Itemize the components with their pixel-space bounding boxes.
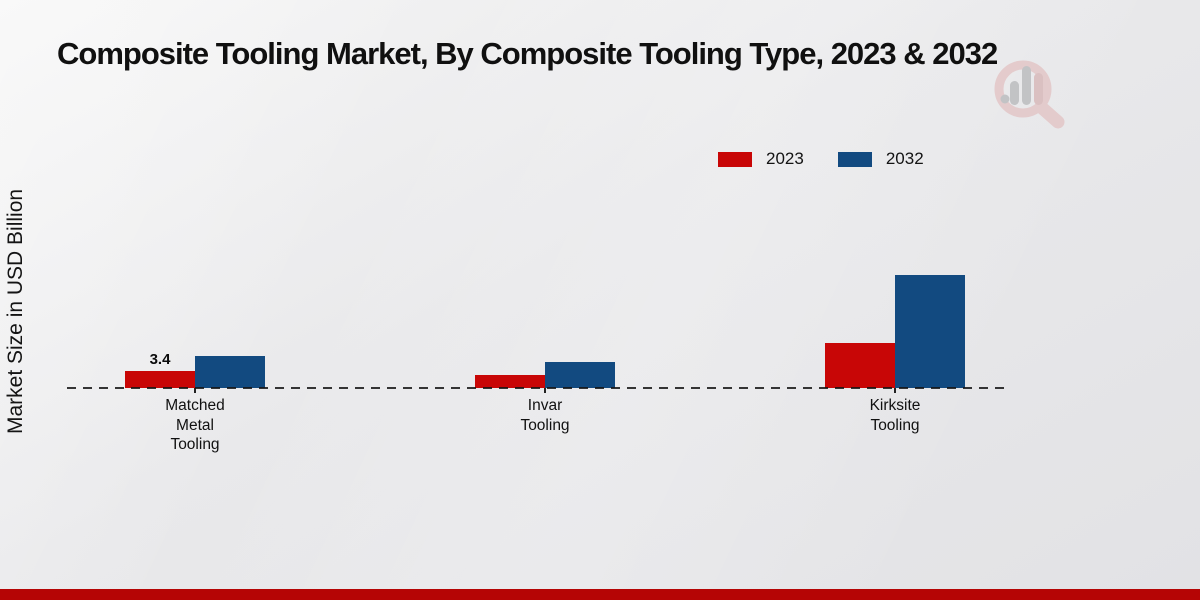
bar-2032-matched-metal-tooling: [195, 356, 265, 388]
bar-2032-kirksite-tooling: [895, 275, 965, 388]
legend-swatch-2023: [718, 151, 752, 167]
legend-label: 2032: [885, 149, 924, 168]
x-axis-tick: [194, 388, 196, 393]
category-label-matched-metal-tooling: Matched Metal Tooling: [165, 397, 225, 453]
legend-item-2032[interactable]: 2032: [837, 149, 924, 169]
category-label-kirksite-tooling: Kirksite Tooling: [869, 397, 921, 434]
x-axis-tick: [894, 388, 896, 393]
x-axis-baseline: [67, 387, 1006, 389]
y-axis-label: Market Size in USD Billion: [4, 188, 27, 434]
footer-accent-bar: [0, 589, 1200, 600]
x-axis-tick: [544, 388, 546, 393]
bar-value-label: 3.4: [149, 350, 171, 368]
legend-swatch-2032: [837, 151, 872, 167]
legend: 2023 2032: [718, 149, 924, 169]
category-label-invar-tooling: Invar Tooling: [520, 397, 570, 434]
magnifier-bar-chart-logo-icon: [994, 60, 1065, 129]
chart-title: Composite Tooling Market, By Composite T…: [57, 36, 998, 71]
bar-2023-invar-tooling: [475, 375, 545, 388]
bar-2023-matched-metal-tooling: [125, 370, 195, 388]
legend-item-2023[interactable]: 2023: [718, 149, 804, 169]
bar-2023-kirksite-tooling: [825, 343, 895, 388]
legend-label: 2023: [766, 149, 804, 168]
bar-2032-invar-tooling: [545, 361, 615, 388]
